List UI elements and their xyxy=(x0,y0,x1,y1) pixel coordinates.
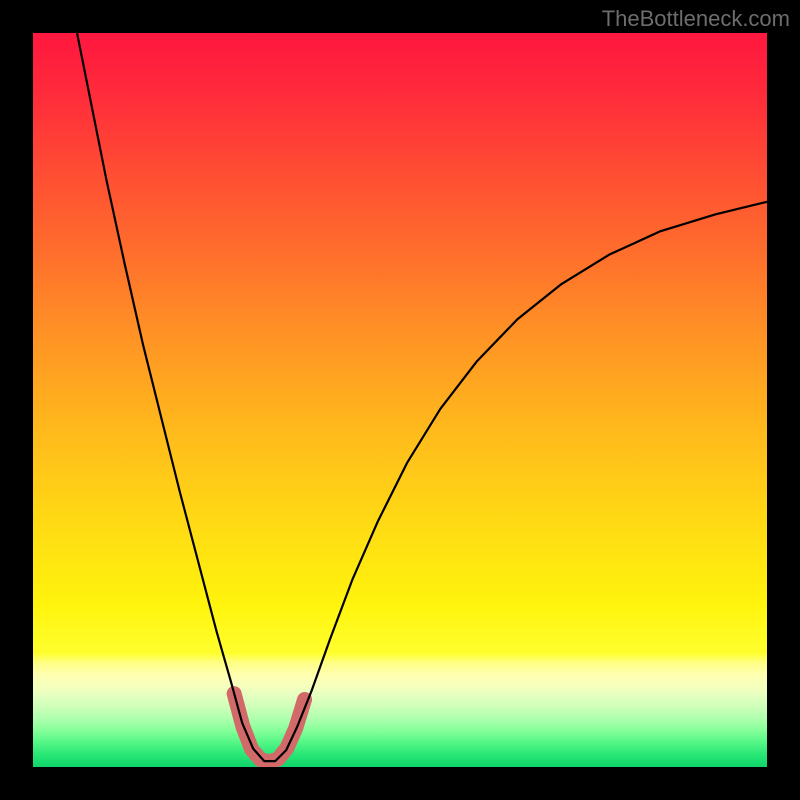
chart-stage: TheBottleneck.com xyxy=(0,0,800,800)
plot-background xyxy=(33,33,767,767)
watermark-text: TheBottleneck.com xyxy=(602,6,790,32)
bottleneck-chart xyxy=(0,0,800,800)
